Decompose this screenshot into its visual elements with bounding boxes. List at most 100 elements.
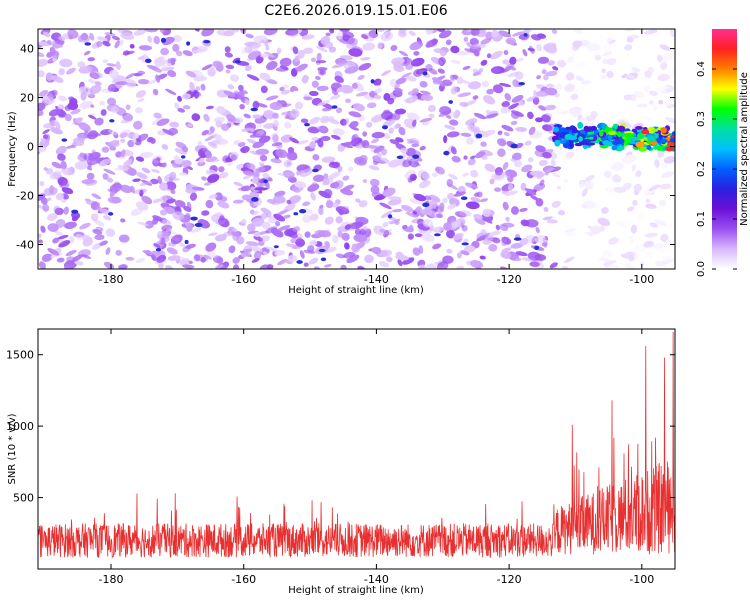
- noise-blob: [446, 229, 455, 239]
- noise-blob: [41, 253, 53, 262]
- signal-blob: [612, 136, 619, 140]
- noise-blob: [247, 223, 256, 232]
- noise-peak-dot: [273, 245, 279, 249]
- noise-blob: [331, 87, 339, 96]
- noise-blob: [237, 142, 246, 147]
- noise-blob: [581, 80, 592, 85]
- noise-peak-dot: [250, 107, 258, 112]
- signal-blob: [608, 130, 616, 136]
- noise-blob: [279, 86, 285, 92]
- noise-blob: [414, 233, 423, 238]
- noise-blob: [152, 198, 162, 204]
- noise-blob: [507, 183, 514, 192]
- noise-blob: [352, 103, 365, 112]
- noise-blob: [272, 112, 279, 119]
- noise-blob: [102, 59, 109, 64]
- noise-peak-dot: [304, 123, 310, 127]
- noise-blob: [596, 33, 605, 43]
- noise-blob: [378, 249, 392, 257]
- noise-blob: [205, 199, 214, 209]
- noise-blob: [213, 116, 225, 123]
- noise-blob: [77, 133, 86, 142]
- noise-blob: [152, 88, 159, 96]
- snr-x-axis: -180 -160 -140 -120 -100: [99, 329, 654, 586]
- noise-blob: [636, 212, 646, 221]
- noise-blob: [244, 41, 258, 47]
- noise-peak-dot: [523, 33, 528, 37]
- noise-blob: [660, 233, 669, 242]
- noise-blob: [252, 176, 259, 184]
- noise-blob: [74, 161, 89, 170]
- noise-blob: [244, 99, 250, 105]
- noise-blob: [665, 116, 675, 124]
- noise-blob: [57, 95, 67, 102]
- noise-blob: [42, 203, 50, 212]
- noise-blob: [441, 79, 453, 87]
- noise-blob: [220, 123, 230, 131]
- spectrogram-frame: [37, 28, 676, 270]
- noise-blob: [470, 155, 476, 160]
- spectrogram-y-label: Frequency (Hz): [7, 111, 18, 187]
- noise-blob: [578, 181, 585, 188]
- noise-blob: [645, 198, 651, 204]
- noise-blob: [515, 126, 527, 132]
- noise-peak-dot: [513, 237, 522, 241]
- noise-blob: [374, 94, 382, 100]
- noise-blob: [626, 37, 634, 43]
- noise-blob: [319, 204, 324, 209]
- noise-blob: [425, 38, 439, 48]
- noise-blob: [58, 68, 65, 76]
- noise-blob: [406, 112, 420, 122]
- noise-blob: [307, 183, 320, 192]
- noise-blob: [99, 240, 108, 246]
- signal-blob: [623, 138, 632, 144]
- noise-blob: [587, 231, 594, 237]
- noise-blob: [118, 264, 128, 269]
- noise-blob: [250, 209, 255, 215]
- noise-blob: [480, 141, 487, 147]
- noise-peak-dot: [534, 245, 540, 250]
- noise-blob: [348, 48, 363, 57]
- y-tick-label: 1000: [6, 420, 34, 433]
- noise-blob: [624, 263, 634, 269]
- noise-blob: [208, 194, 218, 199]
- noise-blob: [105, 228, 116, 237]
- noise-blob: [151, 117, 164, 125]
- noise-blob: [361, 34, 369, 39]
- noise-blob: [49, 185, 55, 195]
- spectrogram-x-axis: -180 -160 -140 -120 -100: [99, 29, 654, 286]
- noise-blob: [277, 259, 288, 266]
- noise-blob: [153, 56, 165, 65]
- noise-blob: [51, 161, 63, 169]
- noise-blob: [508, 103, 519, 110]
- noise-blob: [400, 147, 408, 154]
- noise-blob: [622, 243, 633, 249]
- colorbar-tick-label: 0.3: [696, 111, 707, 127]
- noise-blob: [259, 212, 269, 220]
- noise-blob: [88, 78, 95, 84]
- noise-blob: [603, 260, 617, 266]
- noise-blob: [322, 177, 330, 185]
- noise-blob: [303, 262, 309, 267]
- noise-blob: [410, 57, 425, 67]
- noise-blob: [42, 129, 50, 135]
- noise-blob: [241, 127, 253, 132]
- noise-blob: [373, 145, 385, 154]
- noise-blob: [515, 251, 528, 257]
- noise-blob: [193, 254, 201, 262]
- noise-blob: [585, 115, 596, 122]
- noise-blob: [272, 119, 280, 127]
- noise-blob: [232, 257, 240, 264]
- noise-blob: [473, 214, 483, 220]
- noise-blob: [495, 224, 500, 231]
- noise-blob: [622, 154, 636, 164]
- noise-blob: [444, 124, 456, 130]
- noise-blob: [96, 40, 103, 47]
- noise-blob: [353, 234, 367, 243]
- noise-blob: [135, 257, 146, 264]
- noise-blob: [159, 182, 168, 191]
- noise-blob: [482, 208, 491, 217]
- colorbar-tick-label: 0.4: [696, 61, 707, 77]
- noise-blob: [344, 242, 350, 250]
- noise-blob: [589, 74, 596, 83]
